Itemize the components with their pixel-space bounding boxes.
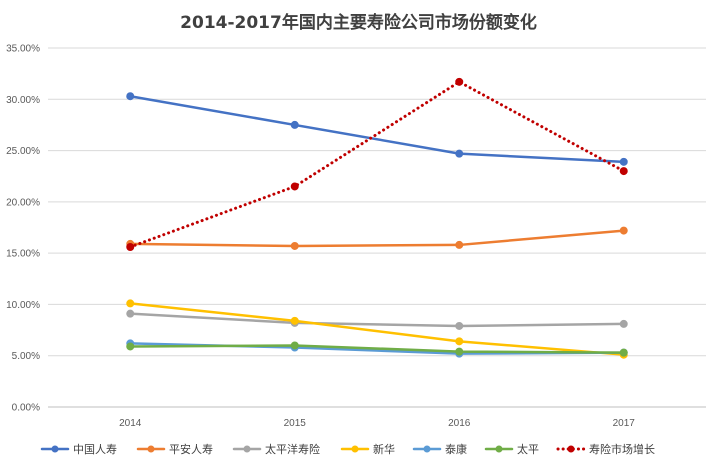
series-line (129, 344, 625, 354)
y-tick-label: 5.00% (12, 351, 40, 362)
data-point (455, 149, 464, 158)
series-group (126, 309, 628, 330)
data-point (619, 157, 628, 166)
legend-label: 寿险市场增长 (589, 442, 655, 456)
x-tick-label: 2016 (448, 418, 471, 429)
series-group (126, 341, 628, 357)
data-point (455, 337, 464, 346)
data-point (619, 319, 628, 328)
legend-item: 平安人寿 (136, 442, 213, 456)
legend-item: 中国人寿 (40, 442, 117, 456)
x-tick-label: 2015 (284, 418, 307, 429)
legend-marker (351, 445, 359, 453)
data-point (126, 242, 135, 251)
data-point (455, 321, 464, 330)
chart-title: 2014-2017年国内主要寿险公司市场份额变化 (180, 13, 537, 33)
legend-marker (567, 445, 575, 453)
data-point (126, 342, 135, 351)
legend-marker (147, 445, 155, 453)
data-point (619, 167, 628, 176)
x-tick-label: 2014 (119, 418, 142, 429)
legend-marker (495, 445, 503, 453)
legend-marker (243, 445, 251, 453)
data-point (290, 316, 299, 325)
data-point (455, 77, 464, 86)
data-point (619, 348, 628, 357)
series-line (129, 229, 625, 248)
legend-item: 寿险市场增长 (556, 442, 655, 456)
legend-item: 泰康 (412, 442, 467, 456)
data-point (290, 182, 299, 191)
y-tick-label: 10.00% (6, 300, 40, 311)
legend-label: 新华 (373, 442, 395, 456)
data-point (290, 341, 299, 350)
y-tick-label: 20.00% (6, 197, 40, 208)
legend-label: 中国人寿 (73, 442, 117, 456)
data-point (290, 241, 299, 250)
y-tick-label: 15.00% (6, 249, 40, 260)
legend-label: 平安人寿 (169, 442, 213, 456)
series-line (129, 312, 625, 328)
series-line (129, 302, 625, 356)
y-tick-label: 30.00% (6, 95, 40, 106)
y-tick-label: 35.00% (6, 44, 40, 55)
legend-label: 太平 (517, 443, 539, 456)
data-point (290, 120, 299, 129)
data-point (619, 226, 628, 235)
legend-item: 新华 (340, 442, 395, 456)
legend-marker (423, 445, 431, 453)
series-group (126, 226, 628, 250)
data-point (126, 299, 135, 308)
legend-item: 太平 (484, 443, 539, 456)
y-tick-label: 0.00% (12, 403, 40, 414)
series-line (128, 80, 626, 249)
data-point (455, 240, 464, 249)
series-line (129, 94, 625, 164)
data-point (455, 347, 464, 356)
x-tick-label: 2017 (613, 418, 636, 429)
data-point (126, 92, 135, 101)
series-group (126, 77, 628, 251)
legend-label: 太平洋寿险 (265, 442, 320, 456)
series-group (126, 92, 628, 166)
data-point (126, 309, 135, 318)
legend-label: 泰康 (445, 442, 467, 456)
y-tick-label: 25.00% (6, 146, 40, 157)
legend-marker (51, 445, 59, 453)
legend-item: 太平洋寿险 (232, 442, 320, 456)
